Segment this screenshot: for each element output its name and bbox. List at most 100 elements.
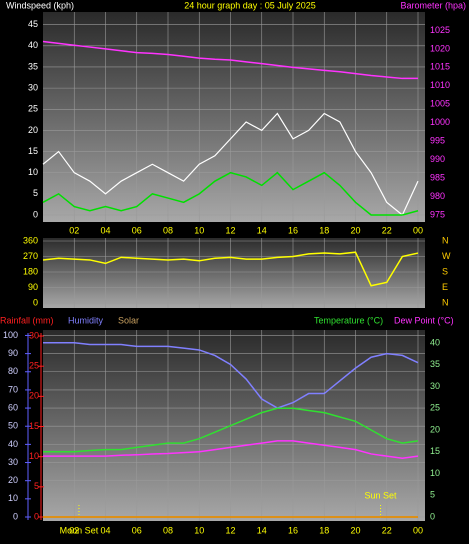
y-tick-label: 0 [33,209,38,219]
y2-tick-label: 15 [430,446,440,456]
plot-area [43,238,425,308]
y3-tick-label: 25 [29,361,39,371]
x-tick-label: 18 [319,525,329,535]
y2-tick-label: 10 [430,468,440,478]
y3-tick-label: 30 [29,330,39,340]
legend-entry: Temperature (°C) [314,315,383,325]
x-tick-label: 22 [382,525,392,535]
y2-tick-label: 975 [430,209,445,219]
legend-entry: Humidity [68,315,104,325]
series-line [43,440,419,460]
y3-tick-label: 20 [29,391,39,401]
y-tick-label: 70 [8,384,18,394]
y2-tick-label: 0 [430,511,435,521]
y-tick-label: 360 [23,235,38,245]
x-tick-label: 12 [225,225,235,235]
y-tick-label: 40 [8,439,18,449]
plot-area [43,330,425,521]
y-tick-label: 30 [28,83,38,93]
y2-tick-label: 25 [430,403,440,413]
y-tick-label: 90 [28,282,38,292]
y-tick-label: 50 [8,421,18,431]
annotation: Moon Set [60,525,99,535]
y-tick-label: 40 [28,40,38,50]
y-tick-label: 15 [28,146,38,156]
x-tick-label: 02 [69,525,79,535]
x-tick-label: 00 [413,525,423,535]
y-tick-label: 25 [28,104,38,114]
plot-area [43,12,425,222]
x-tick-label: 14 [257,525,267,535]
x-tick-label: 10 [194,225,204,235]
y2-tick-label: 35 [430,359,440,369]
compass-label: S [442,266,448,276]
chart-title: 24 hour graph day : 05 July 2025 [184,0,316,10]
left-axis-title: Windspeed (kph) [6,0,74,10]
y2-tick-label: 995 [430,136,445,146]
y2-tick-label: 980 [430,191,445,201]
x-tick-label: 08 [163,225,173,235]
y-tick-label: 5 [33,188,38,198]
y-tick-label: 45 [28,19,38,29]
right-axis-title: Barometer (hpa) [400,0,466,10]
y3-tick-label: 15 [29,421,39,431]
y3-tick-label: 5 [34,481,39,491]
y2-tick-label: 1005 [430,99,450,109]
y-tick-label: 80 [8,366,18,376]
y-tick-label: 0 [13,511,18,521]
legend-entry: Solar [118,315,139,325]
y3-tick-label: 10 [29,451,39,461]
x-tick-label: 12 [225,525,235,535]
y2-tick-label: 1020 [430,43,450,53]
y-tick-label: 30 [8,457,18,467]
x-tick-label: 22 [382,225,392,235]
series-line [42,251,419,287]
compass-label: N [442,297,449,307]
y-tick-label: 20 [28,125,38,135]
y-tick-label: 270 [23,251,38,261]
legend-entry: Rainfall (mm) [0,315,54,325]
legend-entry: Dew Point (°C) [394,315,454,325]
y-tick-label: 20 [8,475,18,485]
y2-tick-label: 1025 [430,25,450,35]
y-tick-label: 35 [28,61,38,71]
x-tick-label: 06 [132,525,142,535]
x-tick-label: 20 [350,225,360,235]
x-tick-label: 14 [257,225,267,235]
x-tick-label: 10 [194,525,204,535]
x-tick-label: 06 [132,225,142,235]
x-tick-label: 02 [69,225,79,235]
y2-tick-label: 1000 [430,117,450,127]
x-tick-label: 08 [163,525,173,535]
series-line [43,407,419,453]
y2-tick-label: 20 [430,424,440,434]
x-tick-label: 04 [100,525,110,535]
x-tick-label: 20 [350,525,360,535]
x-tick-label: 04 [100,225,110,235]
compass-label: E [442,282,448,292]
y-tick-label: 10 [28,167,38,177]
x-tick-label: 18 [319,225,329,235]
compass-label: W [442,251,451,261]
series-line [42,40,418,80]
y2-tick-label: 1015 [430,62,450,72]
series-line [42,171,419,216]
x-tick-label: 16 [288,225,298,235]
annotation: Sun Set [364,490,397,500]
x-tick-label: 16 [288,525,298,535]
y-tick-label: 180 [23,266,38,276]
y-tick-label: 0 [33,297,38,307]
y-tick-label: 100 [3,330,18,340]
x-tick-label: 00 [413,225,423,235]
y3-tick-label: 0 [34,511,39,521]
y2-tick-label: 40 [430,337,440,347]
series-line [43,341,419,409]
y-tick-label: 60 [8,402,18,412]
compass-label: N [442,235,449,245]
series-line [42,112,419,216]
y2-tick-label: 990 [430,154,445,164]
y2-tick-label: 985 [430,172,445,182]
y2-tick-label: 30 [430,381,440,391]
